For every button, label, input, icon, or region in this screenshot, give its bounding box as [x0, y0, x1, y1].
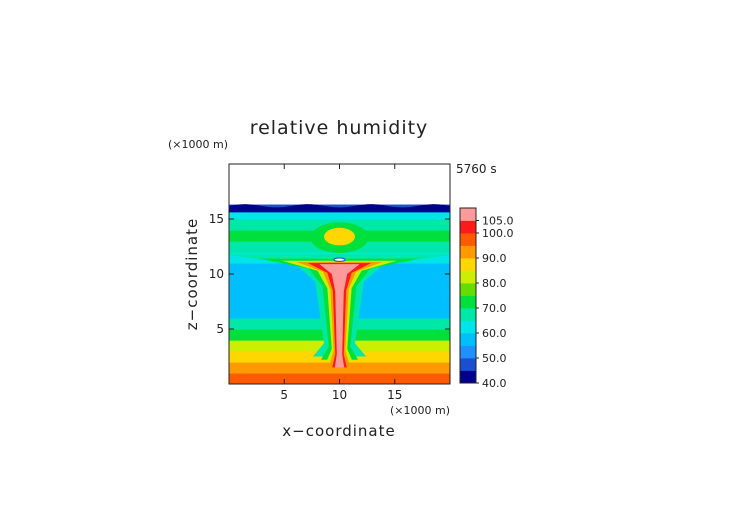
colorbar-label: 90.0 [482, 252, 507, 265]
colorbar-swatch [460, 208, 476, 221]
humidity-band [229, 210, 450, 220]
y-tick-label: 15 [209, 212, 224, 226]
colorbar-swatch [460, 233, 476, 246]
x-axis-title: x−coordinate [282, 422, 395, 440]
colorbar-swatch [460, 258, 476, 271]
colorbar-label: 80.0 [482, 277, 507, 290]
colorbar-swatch [460, 270, 476, 284]
colorbar-label: 70.0 [482, 302, 507, 315]
y-axis-title: z−coordinate [183, 218, 201, 330]
humidity-band [229, 362, 450, 374]
plume-contour [319, 264, 360, 368]
colorbar-swatch [460, 358, 476, 371]
cloud-cap-core [324, 227, 355, 246]
colorbar-swatch [460, 220, 476, 234]
moist-plume [229, 222, 450, 368]
colorbar-label: 40.0 [482, 377, 507, 390]
colorbar-swatch [460, 308, 476, 321]
y-tick-label: 10 [209, 267, 224, 281]
colorbar-swatch [460, 345, 476, 359]
plume-top-marker [333, 257, 346, 262]
dry-layer-edge [229, 204, 450, 213]
colorbar-swatch [460, 283, 476, 296]
humidity-band [229, 373, 450, 384]
colorbar-swatch [460, 295, 476, 309]
colorbar-label: 60.0 [482, 327, 507, 340]
colorbar-label: 105.0 [482, 215, 514, 228]
plot-area [229, 164, 450, 384]
colorbar-swatch [460, 245, 476, 259]
colorbar-swatch [460, 333, 476, 346]
x-tick-label: 15 [387, 388, 402, 402]
colorbar-frame [459, 207, 477, 384]
x-tick-label: 10 [332, 388, 347, 402]
y-tick-label: 5 [216, 322, 224, 336]
y-axis: 5 10 15 [209, 212, 450, 336]
colorbar-label: 50.0 [482, 352, 507, 365]
chart-title: relative humidity [250, 117, 429, 139]
x-axis: 5 10 15 [280, 164, 402, 402]
colorbar-swatch [460, 320, 476, 334]
time-label: 5760 s [456, 162, 497, 176]
y-unit-label: (×1000 m) [168, 138, 228, 151]
x-unit-label: (×1000 m) [390, 404, 450, 417]
colorbar-swatch [460, 370, 476, 384]
x-tick-label: 5 [280, 388, 288, 402]
colorbar-label: 100.0 [482, 227, 514, 240]
